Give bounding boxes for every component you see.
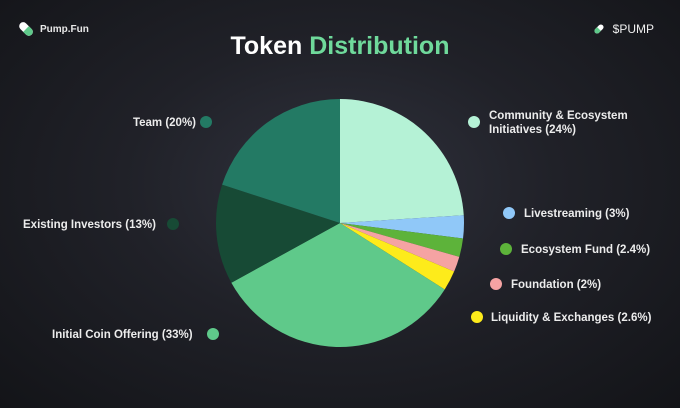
label-existing-investors: Existing Investors (13%) [23, 219, 156, 231]
label-foundation: Foundation (2%) [511, 279, 602, 291]
label-community: Community & Ecosystem Initiatives (24%) [489, 110, 628, 136]
pie-slice-ecosystem [340, 223, 464, 257]
pie-slice-livestreaming [340, 215, 464, 239]
label-livestreaming: Livestreaming (3%) [524, 208, 630, 220]
legend-dot-liquidity [471, 311, 483, 323]
label-team: Team (20%) [132, 117, 196, 129]
pie-slice-liquidity [340, 223, 455, 290]
pill-icon [594, 24, 604, 34]
pie-slice-community [340, 99, 464, 223]
pie-slice-initial [231, 223, 445, 348]
chart-title: Token Distribution [230, 32, 450, 60]
brand-name: Pump.Fun [40, 23, 89, 35]
pie-slice-foundation [340, 223, 460, 272]
ticker-text: $PUMP [612, 22, 654, 36]
legend-dot-existing-investors [167, 218, 179, 230]
pie-slice-team [222, 99, 340, 223]
label-ico: Initial Coin Offering (33%) [52, 329, 193, 341]
legend-dot-ico [207, 328, 219, 340]
legend-dot-team [200, 116, 212, 128]
legend-dot-livestreaming [503, 207, 515, 219]
legend-dot-community [468, 116, 480, 128]
token-ticker: $PUMP [593, 22, 654, 36]
legend-dot-ecosystem-fund [500, 243, 512, 255]
pill-icon [19, 22, 33, 36]
label-liquidity: Liquidity & Exchanges (2.6%) [491, 312, 652, 324]
brand-logo: Pump.Fun [17, 20, 89, 38]
label-ecosystem-fund: Ecosystem Fund (2.4%) [521, 244, 651, 256]
pie-slice-existing [216, 184, 340, 283]
legend-dot-foundation [490, 278, 502, 290]
